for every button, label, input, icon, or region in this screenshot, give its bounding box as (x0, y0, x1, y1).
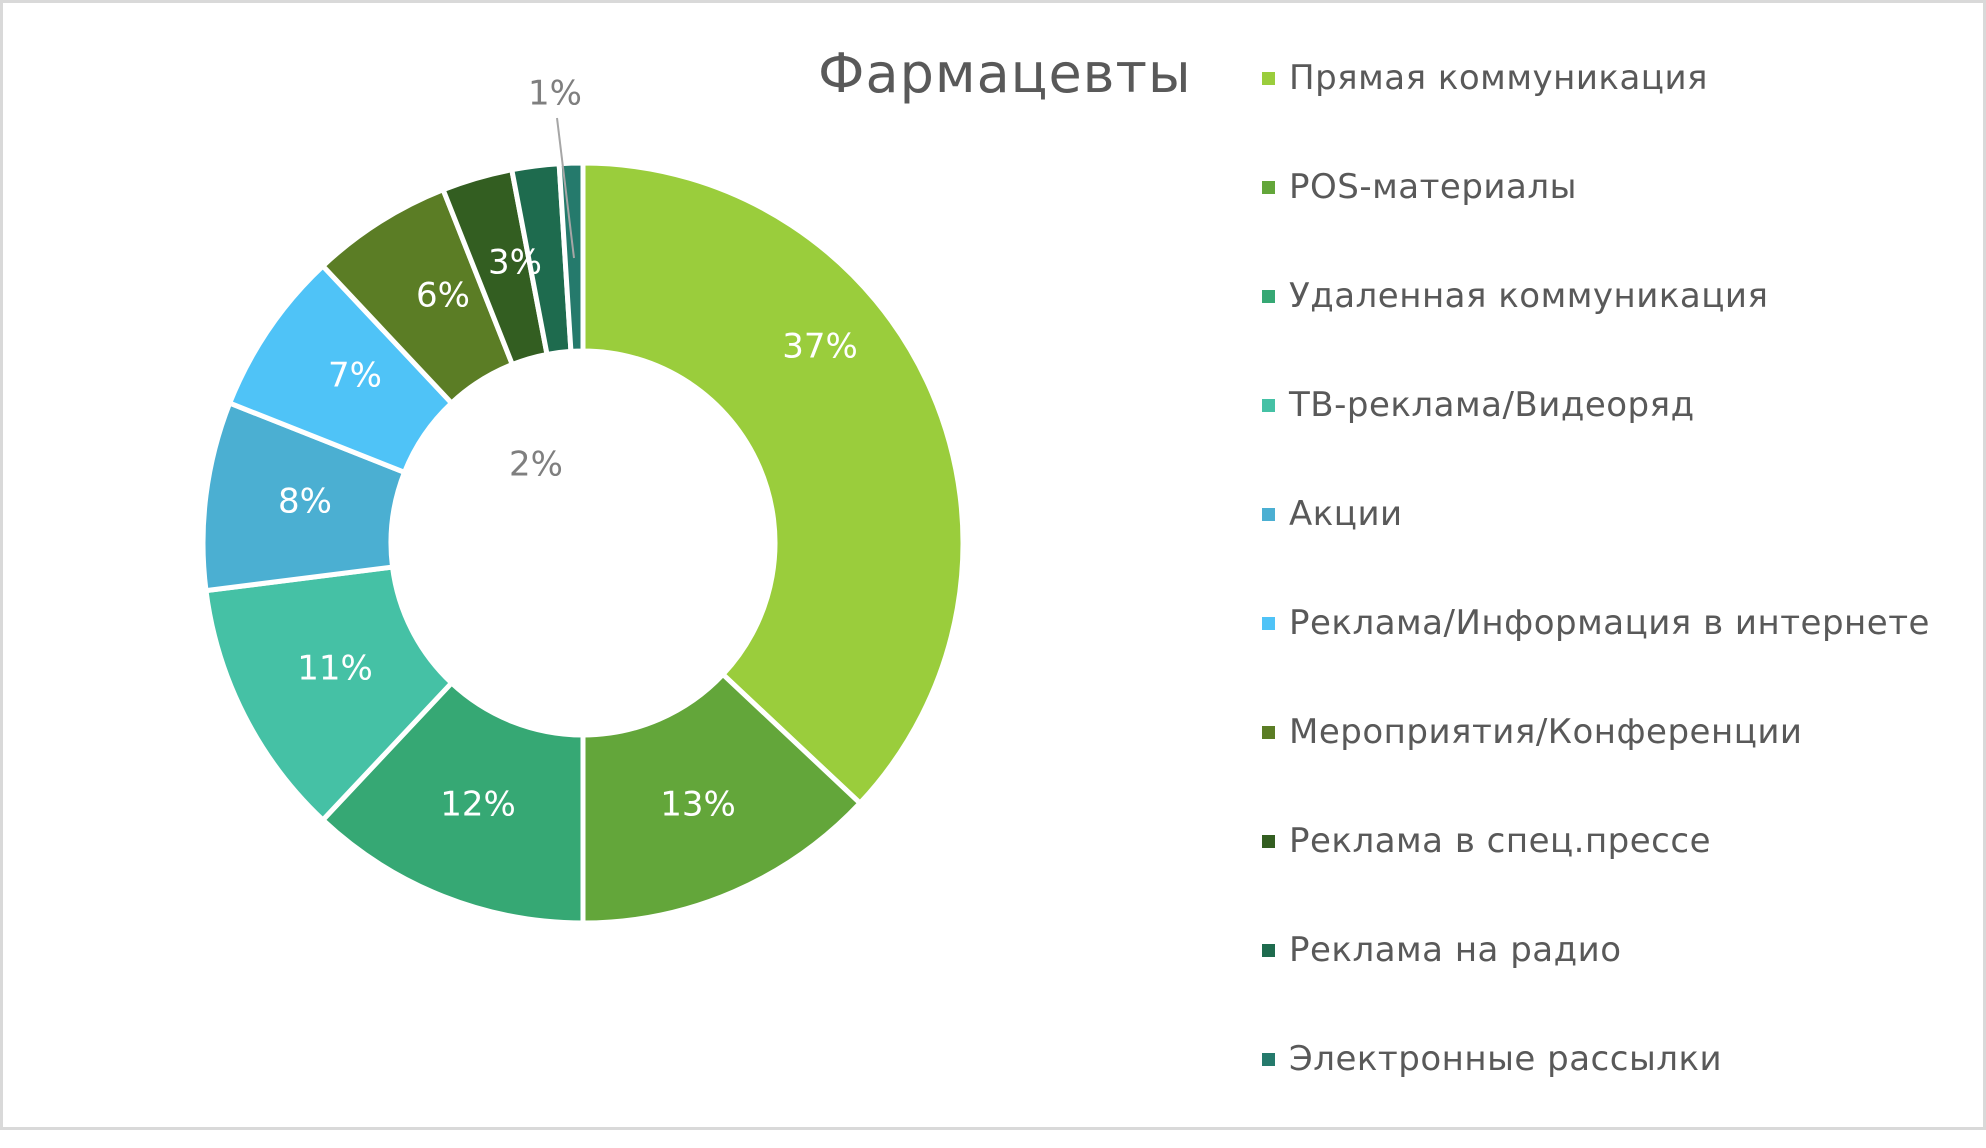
data-label: 11% (297, 649, 373, 689)
legend-item: Мероприятия/Конференции (1262, 712, 1930, 821)
legend-item: Акции (1262, 494, 1930, 603)
data-label: 13% (660, 785, 736, 825)
donut-slice (580, 670, 864, 926)
legend-label: Акции (1289, 494, 1403, 534)
data-label: 6% (416, 276, 470, 316)
legend-label: ТВ-реклама/Видеоряд (1289, 385, 1695, 425)
legend-label: Реклама в спец.прессе (1289, 821, 1711, 861)
data-labels: 37% 13% 12% 11% 8% 7% 6% 3% 2% 1% (278, 74, 858, 825)
legend-item: Электронные рассылки (1262, 1039, 1930, 1148)
data-label: 12% (440, 785, 516, 825)
legend-item: ТВ-реклама/Видеоряд (1262, 385, 1930, 494)
leader-lines (556, 117, 575, 259)
legend-swatch (1262, 944, 1275, 957)
data-label: 1% (528, 74, 582, 114)
legend-swatch (1262, 508, 1275, 521)
legend-label: Мероприятия/Конференции (1289, 712, 1803, 752)
legend-label: POS-материалы (1289, 167, 1577, 207)
legend-label: Реклама на радио (1289, 930, 1622, 970)
donut-slice (556, 160, 586, 355)
legend-swatch (1262, 181, 1275, 194)
legend-item: Реклама на радио (1262, 930, 1930, 1039)
donut-slice (203, 564, 456, 824)
legend-label: Реклама/Информация в интернете (1289, 603, 1930, 643)
donut-slice (319, 679, 586, 926)
legend-item: Удаленная коммуникация (1262, 276, 1930, 385)
data-label: 8% (278, 482, 332, 522)
data-label: 3% (488, 243, 542, 283)
legend-swatch (1262, 290, 1275, 303)
legend-label: Электронные рассылки (1289, 1039, 1723, 1079)
donut-slice (580, 160, 966, 807)
donut-slices (200, 160, 966, 926)
legend-item: Реклама/Информация в интернете (1262, 603, 1930, 712)
legend-label: Прямая коммуникация (1289, 58, 1708, 98)
legend-item: Реклама в спец.прессе (1262, 821, 1930, 930)
data-label: 37% (782, 327, 858, 367)
legend-swatch (1262, 72, 1275, 85)
data-label: 2% (509, 445, 563, 485)
legend-swatch (1262, 1053, 1275, 1066)
legend-swatch (1262, 399, 1275, 412)
data-label: 7% (328, 356, 382, 396)
chart-title: Фармацевты (818, 42, 1192, 105)
legend-swatch (1262, 617, 1275, 630)
legend-swatch (1262, 726, 1275, 739)
legend: Прямая коммуникация POS-материалы Удаленна… (1262, 58, 1930, 1148)
legend-swatch (1262, 835, 1275, 848)
legend-item: Прямая коммуникация (1262, 58, 1930, 167)
leader-line (556, 117, 575, 259)
legend-item: POS-материалы (1262, 167, 1930, 276)
legend-label: Удаленная коммуникация (1289, 276, 1769, 316)
